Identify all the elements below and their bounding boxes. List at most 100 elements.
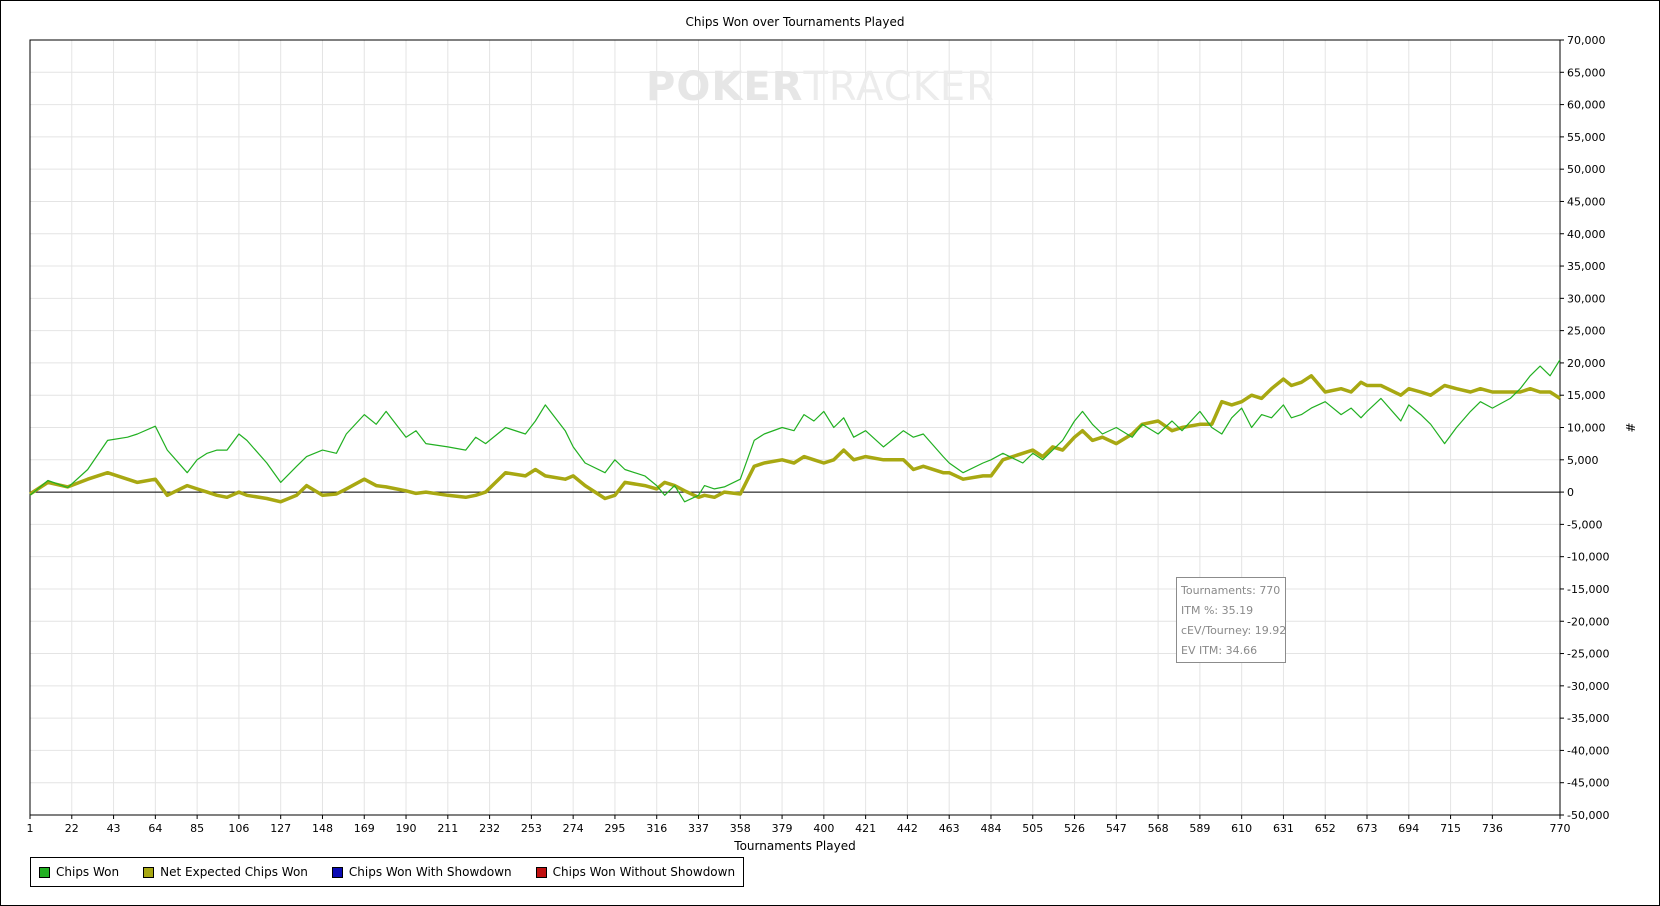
series-layer — [29, 359, 1561, 504]
x-tick-label: 148 — [312, 822, 333, 835]
series-line-net-expected-chips-won — [29, 374, 1561, 504]
grid-layer — [29, 39, 1561, 816]
y-tick-label: 15,000 — [1567, 389, 1606, 402]
stat-tournaments-value: 770 — [1259, 584, 1281, 597]
x-tick-label: 568 — [1148, 822, 1169, 835]
y-tick-label: -50,000 — [1567, 809, 1609, 822]
x-tick-label: 589 — [1189, 822, 1210, 835]
x-tick-label: 770 — [1550, 822, 1571, 835]
stats-box: Tournaments: 770 ITM %: 35.19 cEV/Tourne… — [1176, 577, 1286, 663]
x-tick-label: 106 — [228, 822, 249, 835]
x-tick-label: 652 — [1315, 822, 1336, 835]
stat-itm: ITM %: 35.19 — [1181, 601, 1281, 621]
y-tick-label: 45,000 — [1567, 195, 1606, 208]
x-axis: 1 22 43 64 85 106 127 148 169 190 211 232 253 274 295 3… — [27, 815, 1571, 835]
stat-tournaments: Tournaments: 770 — [1181, 581, 1281, 601]
y-axis-title: # — [1623, 422, 1637, 432]
x-tick-label: 64 — [148, 822, 162, 835]
stat-tournaments-label: Tournaments: — [1181, 584, 1256, 597]
y-tick-label: 65,000 — [1567, 66, 1606, 79]
x-tick-label: 631 — [1273, 822, 1294, 835]
legend-item-without-showdown[interactable]: Chips Won Without Showdown — [535, 865, 736, 879]
y-tick-label: 25,000 — [1567, 325, 1606, 338]
stat-ev-itm-value: 34.66 — [1225, 644, 1258, 657]
legend-label: Chips Won — [56, 865, 120, 879]
x-tick-label: 85 — [190, 822, 204, 835]
x-tick-label: 127 — [270, 822, 291, 835]
x-tick-label: 22 — [65, 822, 79, 835]
y-tick-label: -15,000 — [1567, 583, 1609, 596]
stat-itm-value: 35.19 — [1221, 604, 1254, 617]
legend-label: Chips Won With Showdown — [348, 865, 512, 879]
stat-cev-value: 19.92 — [1254, 624, 1287, 637]
series-line-chips-won — [29, 359, 1561, 503]
y-tick-label: -5,000 — [1567, 518, 1602, 531]
y-tick-label: 70,000 — [1567, 34, 1606, 47]
x-tick-label: 274 — [563, 822, 584, 835]
stat-cev-label: cEV/Tourney: — [1181, 624, 1252, 637]
x-tick-label: 715 — [1440, 822, 1461, 835]
x-tick-label: 484 — [980, 822, 1001, 835]
y-tick-label: 20,000 — [1567, 357, 1606, 370]
x-tick-label: 547 — [1106, 822, 1127, 835]
y-tick-label: 10,000 — [1567, 422, 1606, 435]
x-tick-label: 316 — [646, 822, 667, 835]
y-tick-label: -20,000 — [1567, 615, 1609, 628]
x-tick-label: 694 — [1398, 822, 1419, 835]
x-tick-label: 337 — [688, 822, 709, 835]
x-tick-label: 505 — [1022, 822, 1043, 835]
x-tick-label: 43 — [107, 822, 121, 835]
x-tick-label: 295 — [604, 822, 625, 835]
y-tick-label: 0 — [1567, 486, 1574, 499]
y-tick-label: -25,000 — [1567, 648, 1609, 661]
stat-cev: cEV/Tourney: 19.92 — [1181, 621, 1286, 641]
x-tick-label: 400 — [813, 822, 834, 835]
y-axis: 70,000 65,000 60,000 55,000 50,000 45,000 40,0… — [1560, 34, 1609, 822]
stat-ev-itm-label: EV ITM: — [1181, 644, 1223, 657]
x-tick-label: 379 — [772, 822, 793, 835]
legend-label: Chips Won Without Showdown — [552, 865, 736, 879]
y-tick-label: -35,000 — [1567, 712, 1609, 725]
y-tick-label: 55,000 — [1567, 131, 1606, 144]
y-tick-label: -30,000 — [1567, 680, 1609, 693]
x-tick-label: 736 — [1482, 822, 1503, 835]
y-tick-label: 50,000 — [1567, 163, 1606, 176]
chart-title: Chips Won over Tournaments Played — [686, 15, 905, 29]
x-tick-label: 610 — [1231, 822, 1252, 835]
x-tick-label: 526 — [1064, 822, 1085, 835]
y-tick-label: 35,000 — [1567, 260, 1606, 273]
y-tick-label: -45,000 — [1567, 777, 1609, 790]
legend-swatch — [535, 866, 547, 878]
legend-item-with-showdown[interactable]: Chips Won With Showdown — [331, 865, 512, 879]
x-tick-label: 190 — [396, 822, 417, 835]
y-tick-label: -10,000 — [1567, 551, 1609, 564]
legend-item-net-expected[interactable]: Net Expected Chips Won — [143, 865, 308, 879]
y-tick-label: 5,000 — [1567, 454, 1599, 467]
x-tick-label: 253 — [521, 822, 542, 835]
y-tick-label: 30,000 — [1567, 292, 1606, 305]
legend-swatch — [331, 866, 343, 878]
watermark-part2: TRACKER — [803, 64, 995, 110]
x-tick-label: 358 — [730, 822, 751, 835]
y-tick-label: -40,000 — [1567, 744, 1609, 757]
x-tick-label: 442 — [897, 822, 918, 835]
x-tick-label: 1 — [27, 822, 34, 835]
stat-itm-label: ITM %: — [1181, 604, 1219, 617]
x-tick-label: 232 — [479, 822, 500, 835]
x-tick-label: 673 — [1357, 822, 1378, 835]
legend: Chips Won Net Expected Chips Won Chips W… — [30, 857, 745, 887]
legend-swatch — [143, 866, 155, 878]
pokertracker-watermark: POKERTRACKER — [646, 64, 994, 114]
stat-ev-itm: EV ITM: 34.66 — [1181, 641, 1281, 661]
x-tick-label: 463 — [939, 822, 960, 835]
legend-item-chips-won[interactable]: Chips Won — [39, 865, 119, 879]
x-tick-label: 421 — [855, 822, 876, 835]
watermark-part1: POKER — [646, 64, 804, 110]
legend-swatch — [39, 866, 50, 878]
y-tick-label: 40,000 — [1567, 228, 1606, 241]
x-tick-label: 169 — [354, 822, 375, 835]
legend-label: Net Expected Chips Won — [160, 865, 308, 879]
y-tick-label: 60,000 — [1567, 99, 1606, 112]
x-axis-title: Tournaments Played — [733, 839, 855, 853]
